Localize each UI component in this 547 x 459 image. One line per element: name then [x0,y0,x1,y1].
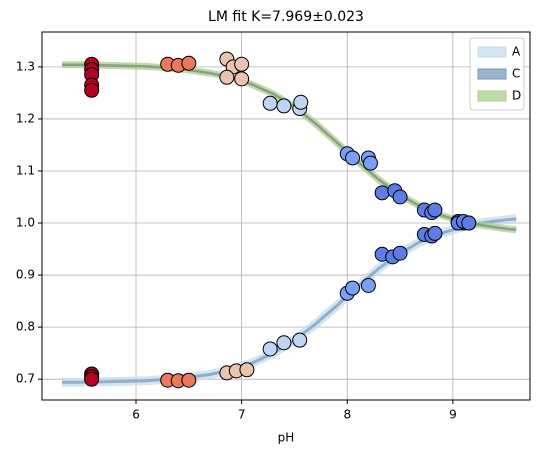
data-point [360,277,376,293]
legend-swatch [477,46,507,58]
data-point [239,362,255,378]
legend-swatch [477,90,507,102]
data-point [427,225,443,241]
y-tick-label: 1.1 [16,163,35,177]
x-tick-label: 7 [238,408,246,422]
data-point [84,82,100,98]
data-point [234,71,250,87]
y-tick-label: 1.0 [16,216,35,230]
data-point [293,94,309,110]
x-tick-label: 8 [343,408,351,422]
y-tick-label: 0.9 [16,268,35,282]
y-tick-label: 1.3 [16,59,35,73]
data-point [427,202,443,218]
x-axis-label: pH [278,431,295,445]
legend-label: A [512,45,521,59]
fit-curve [62,61,517,234]
data-point [374,185,390,201]
legend-label: C [512,67,520,81]
data-point [219,69,235,85]
chart-title: LM fit K=7.969±0.023 [208,9,364,25]
legend-swatch [477,68,507,80]
y-tick-label: 0.7 [16,372,35,386]
legend-label: D [512,89,521,103]
data-point [461,215,477,231]
data-point [363,155,379,171]
data-point [276,335,292,351]
data-point [181,55,197,71]
plot-frame [41,31,531,401]
y-tick-label: 0.8 [16,320,35,334]
data-point [181,372,197,388]
data-point [262,95,278,111]
data-point [345,280,361,296]
data-point [392,245,408,261]
data-point [392,189,408,205]
fit-curve [62,214,517,387]
data-point [345,150,361,166]
fit-curve [62,63,517,232]
y-tick-label: 1.2 [16,111,35,125]
data-point [276,98,292,114]
data-point [234,56,250,72]
x-tick-label: 9 [449,408,457,422]
data-point [262,341,278,357]
fit-curve [62,217,517,384]
data-point [84,371,100,387]
x-tick-label: 6 [132,408,140,422]
data-point [292,332,308,348]
